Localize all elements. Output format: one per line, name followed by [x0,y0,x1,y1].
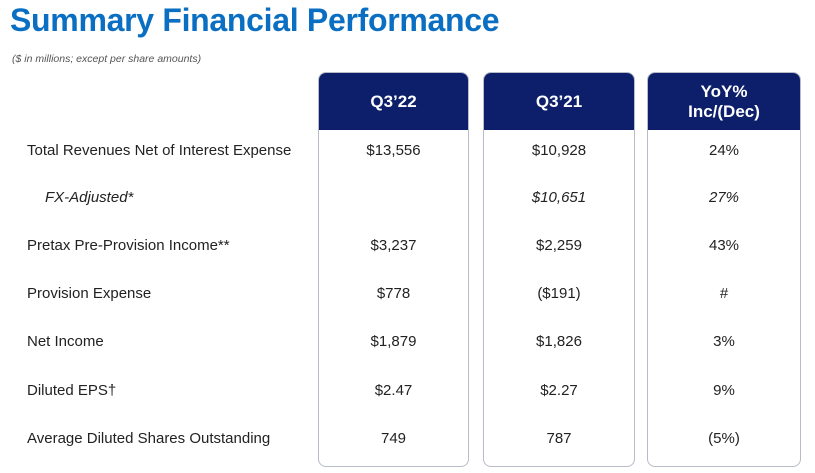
cell-q3-22-pretax: $3,237 [370,237,417,254]
row-label-avg-diluted-shares: Average Diluted Shares Outstanding [27,430,271,447]
cell-yoy-pretax: 43% [708,237,740,254]
column-yoy: YoY% Inc/(Dec) 24% 27% 43% # 3% 9% (5%) [647,72,801,467]
row-label-fx-adjusted: FX-Adjusted* [45,189,134,206]
column-header-yoy: YoY% Inc/(Dec) [648,73,800,130]
page-subtitle: ($ in millions; except per share amounts… [12,53,202,65]
cell-q3-21-total-revenues: $10,928 [531,142,587,159]
cell-yoy-provision: # [719,285,729,302]
cell-q3-21-fx-adjusted: $10,651 [531,189,587,206]
row-label-total-revenues: Total Revenues Net of Interest Expense [27,142,292,159]
cell-yoy-eps: 9% [713,382,735,399]
cell-yoy-fx-adjusted: 27% [708,189,740,206]
cell-q3-22-net-income: $1,879 [370,333,417,350]
column-q3-22: Q3’22 $13,556 $3,237 $778 $1,879 $2.47 7… [318,72,469,467]
cell-q3-22-shares: 749 [380,430,407,447]
cell-yoy-total-revenues: 24% [708,142,740,159]
page-title: Summary Financial Performance [10,2,500,38]
cell-yoy-shares: (5%) [708,430,740,447]
cell-q3-21-shares: 787 [546,430,572,447]
cell-q3-22-fx-adjusted [319,188,468,208]
cell-q3-22-provision: $778 [376,285,411,302]
row-label-pretax-pre-provision: Pretax Pre-Provision Income** [27,237,230,254]
cell-q3-21-pretax: $2,259 [536,237,582,254]
column-header-yoy-line1: YoY% [700,81,748,101]
cell-q3-22-eps: $2.47 [374,382,413,399]
cell-q3-21-net-income: $1,826 [536,333,582,350]
row-label-diluted-eps: Diluted EPS† [27,382,117,399]
cell-q3-21-eps: $2.27 [540,382,578,399]
column-q3-21: Q3’21 $10,928 $10,651 $2,259 ($191) $1,8… [483,72,635,467]
row-label-net-income: Net Income [27,333,104,350]
cell-yoy-net-income: 3% [713,333,735,350]
column-header-q3-21: Q3’21 [484,73,634,130]
column-header-q3-22: Q3’22 [319,73,468,130]
cell-q3-22-total-revenues: $13,556 [366,142,421,159]
row-label-provision-expense: Provision Expense [27,285,152,302]
cell-q3-21-provision: ($191) [537,285,581,302]
column-header-yoy-line2: Inc/(Dec) [688,101,760,121]
